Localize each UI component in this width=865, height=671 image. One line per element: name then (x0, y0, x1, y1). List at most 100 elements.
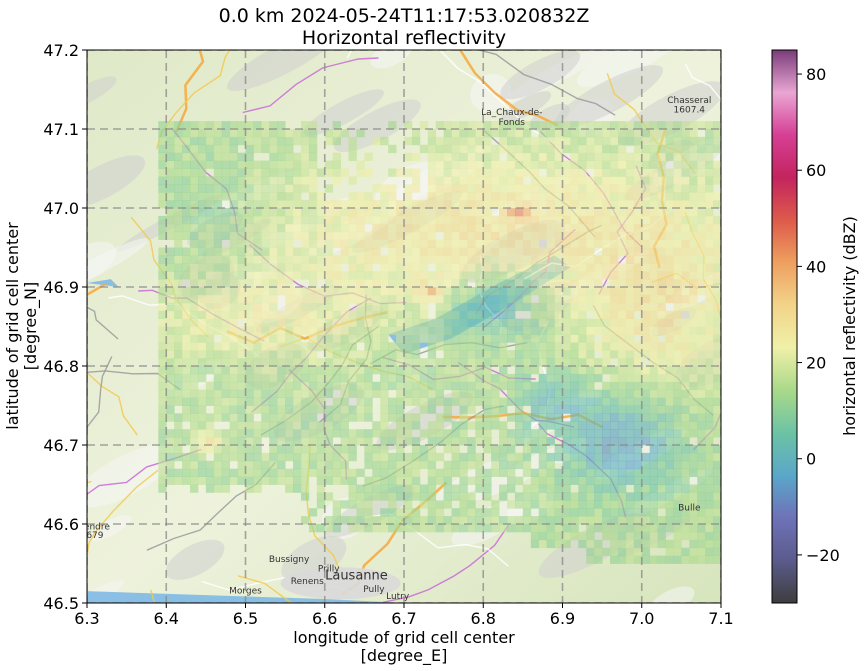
reflectivity-cell (713, 326, 721, 335)
reflectivity-cell (205, 445, 215, 454)
reflectivity-cell (253, 279, 262, 288)
reflectivity-cell (507, 184, 516, 193)
reflectivity-cell (483, 381, 492, 391)
reflectivity-cell (507, 263, 516, 272)
reflectivity-cell (713, 508, 721, 517)
reflectivity-cell (411, 389, 421, 398)
reflectivity-cell (174, 200, 183, 209)
reflectivity-cell (364, 239, 373, 248)
reflectivity-cell (475, 326, 484, 335)
reflectivity-cell (633, 460, 643, 470)
reflectivity-cell (641, 255, 651, 264)
reflectivity-cell (356, 215, 365, 225)
reflectivity-cell (182, 334, 191, 343)
reflectivity-cell (308, 129, 318, 138)
reflectivity-cell (713, 452, 721, 462)
reflectivity-cell (467, 524, 476, 533)
reflectivity-cell (467, 255, 476, 264)
reflectivity-cell (277, 208, 286, 217)
reflectivity-cell (681, 421, 690, 430)
reflectivity-cell (578, 531, 587, 541)
reflectivity-cell (388, 208, 397, 217)
reflectivity-cell (277, 421, 286, 430)
reflectivity-cell (396, 437, 405, 446)
reflectivity-cell (673, 129, 682, 138)
reflectivity-cell (443, 484, 452, 493)
reflectivity-cell (221, 129, 231, 138)
reflectivity-cell (411, 421, 421, 430)
reflectivity-cell (522, 334, 532, 343)
reflectivity-cell (245, 287, 254, 296)
reflectivity-cell (340, 239, 349, 248)
reflectivity-cell (245, 271, 254, 280)
reflectivity-cell (197, 152, 207, 161)
reflectivity-cell (578, 326, 587, 335)
reflectivity-cell (633, 421, 643, 430)
reflectivity-cell (514, 294, 524, 304)
reflectivity-cell (332, 279, 341, 288)
reflectivity-cell (174, 366, 183, 375)
reflectivity-cell (459, 136, 468, 146)
reflectivity-cell (308, 310, 318, 319)
reflectivity-cell (507, 484, 516, 493)
reflectivity-cell (174, 397, 183, 406)
reflectivity-cell (404, 184, 413, 193)
reflectivity-cell (633, 500, 643, 509)
reflectivity-cell (253, 263, 262, 272)
reflectivity-cell (697, 429, 706, 438)
reflectivity-cell (388, 508, 397, 517)
reflectivity-cell (269, 215, 278, 225)
reflectivity-cell (372, 452, 381, 462)
reflectivity-cell (166, 381, 175, 391)
reflectivity-cell (625, 547, 635, 556)
reflectivity-cell (324, 184, 334, 193)
reflectivity-cell (570, 302, 579, 312)
reflectivity-cell (372, 136, 381, 146)
reflectivity-cell (364, 516, 373, 525)
reflectivity-cell (253, 121, 262, 130)
reflectivity-cell (697, 484, 706, 493)
reflectivity-cell (713, 200, 721, 209)
reflectivity-cell (253, 460, 262, 470)
reflectivity-cell (332, 350, 341, 359)
reflectivity-cell (705, 373, 714, 383)
reflectivity-cell (182, 452, 191, 462)
reflectivity-cell (372, 200, 381, 209)
reflectivity-cell (332, 366, 341, 375)
reflectivity-cell (625, 263, 635, 272)
reflectivity-cell (522, 144, 532, 154)
reflectivity-cell (308, 160, 318, 169)
reflectivity-cell (491, 405, 500, 414)
reflectivity-cell (293, 294, 302, 304)
reflectivity-cell (546, 302, 555, 312)
reflectivity-cell (293, 421, 302, 430)
reflectivity-cell (499, 524, 508, 533)
reflectivity-cell (190, 302, 199, 312)
reflectivity-cell (705, 476, 714, 485)
reflectivity-cell (578, 516, 587, 525)
reflectivity-cell (721, 532, 729, 540)
reflectivity-cell (697, 318, 706, 327)
reflectivity-cell (372, 445, 381, 454)
reflectivity-cell (570, 381, 579, 391)
reflectivity-cell (174, 192, 183, 201)
reflectivity-cell (427, 508, 437, 517)
reflectivity-cell (166, 192, 175, 201)
reflectivity-cell (467, 389, 476, 398)
reflectivity-cell (443, 136, 452, 146)
reflectivity-cell (689, 247, 698, 256)
reflectivity-cell (594, 366, 603, 375)
reflectivity-cell (697, 397, 706, 406)
reflectivity-cell (221, 397, 231, 406)
reflectivity-cell (364, 508, 373, 517)
reflectivity-cell (713, 366, 721, 375)
reflectivity-cell (332, 468, 341, 477)
reflectivity-cell (245, 334, 254, 343)
reflectivity-cell (483, 342, 492, 351)
reflectivity-cell (625, 192, 635, 201)
reflectivity-cell (705, 397, 714, 406)
reflectivity-cell (451, 516, 460, 525)
reflectivity-cell (617, 539, 627, 549)
reflectivity-cell (507, 310, 516, 319)
